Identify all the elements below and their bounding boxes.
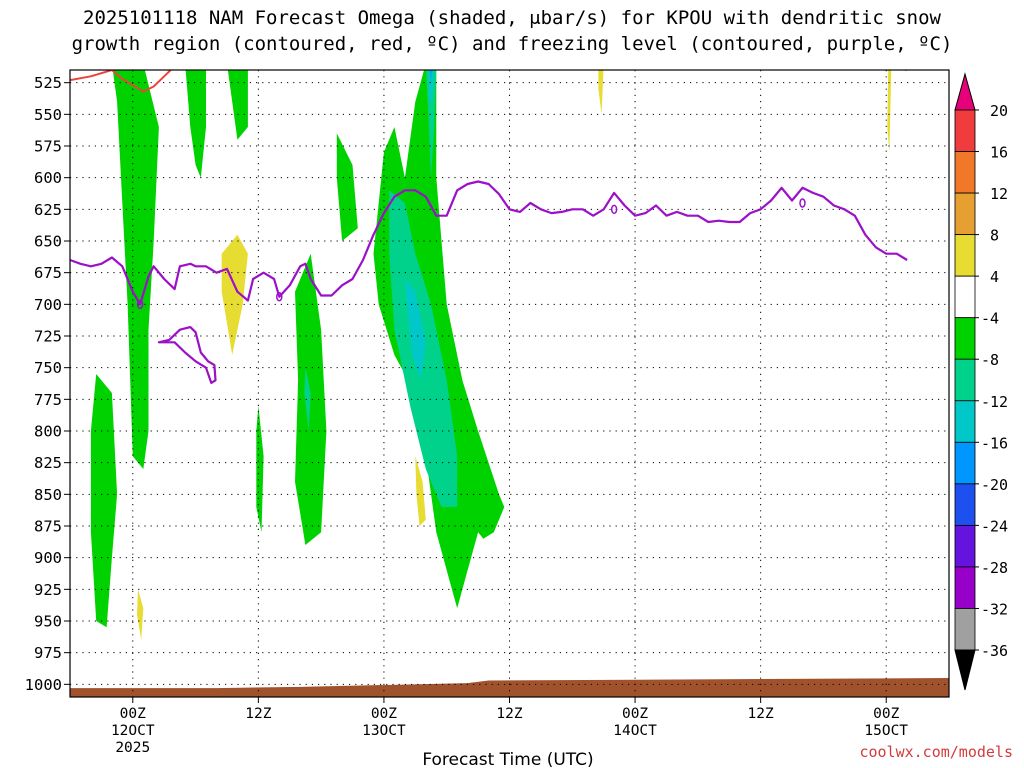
x-axis-label: Forecast Time (UTC)	[422, 750, 593, 768]
omega-region-strong	[426, 70, 437, 178]
x-tick-label: 00Z	[873, 706, 899, 722]
x-tick-label: 00Z	[371, 706, 397, 722]
x-tick-sublabel: 13OCT	[362, 723, 406, 739]
omega-region	[373, 70, 505, 609]
terrain	[70, 678, 949, 697]
y-tick-label: 925	[34, 581, 62, 599]
y-tick-label: 975	[34, 644, 62, 662]
contour-zero-label	[610, 204, 618, 215]
colorbar-bin	[954, 400, 976, 443]
freezing-level-line	[70, 180, 908, 306]
x-tick-sublabel: 14OCT	[613, 723, 657, 739]
colorbar-bin	[954, 524, 976, 568]
dendritic-growth-line	[70, 70, 173, 93]
y-tick-label: 850	[34, 486, 62, 504]
y-tick-label: 775	[34, 391, 62, 409]
y-tick-label: 1000	[25, 676, 62, 694]
omega-region	[90, 374, 118, 628]
colorbar-bin	[954, 192, 976, 236]
omega-region	[336, 133, 358, 241]
y-tick-label: 725	[34, 328, 62, 346]
omega-region	[112, 70, 159, 469]
freezing-level-line	[157, 326, 217, 384]
colorbar-label: -16	[981, 434, 1008, 452]
colorbar-bin	[954, 483, 976, 526]
colorbar-bin	[954, 275, 976, 319]
omega-region-positive	[137, 589, 144, 640]
contour-zero-label	[136, 299, 144, 310]
plot-contents	[70, 70, 949, 697]
colorbar-label: -24	[981, 517, 1008, 535]
omega-region-positive	[598, 70, 604, 115]
omega-region	[227, 70, 248, 140]
colorbar-bin	[954, 234, 976, 277]
omega-region-positive	[221, 234, 248, 355]
x-tick-sublabel: 12OCT	[111, 723, 155, 739]
colorbar-bin	[954, 317, 976, 360]
colorbar-label: 8	[990, 227, 999, 245]
omega-region-strong	[304, 367, 311, 431]
y-tick-label: 800	[34, 423, 62, 441]
y-tick-label: 750	[34, 359, 62, 377]
y-tick-label: 575	[34, 138, 62, 156]
grid	[70, 70, 949, 697]
y-tick-label: 875	[34, 518, 62, 536]
x-tick-sublabel: 15OCT	[864, 723, 908, 739]
x-tick-label: 00Z	[120, 706, 146, 722]
colorbar-label: -28	[981, 559, 1008, 577]
y-tick-label: 650	[34, 233, 62, 251]
omega-region	[185, 70, 206, 178]
plot-area: 525 550 575 600 625 650 675 700 725 750 775 800 825 8…	[25, 69, 950, 756]
colorbar: 20 16 12 8 4 -4 -8 -12 -16 -20 -24 -28 -32 -36	[954, 72, 1008, 691]
chart-title-line-1: 2025101118 NAM Forecast Omega (shaded, μ…	[83, 7, 941, 29]
colorbar-label: -4	[981, 310, 999, 328]
x-tick-label: 12Z	[496, 706, 522, 722]
site-credit: coolwx.com/models	[859, 743, 1013, 761]
chart-title: 2025101118 NAM Forecast Omega (shaded, μ…	[72, 7, 953, 55]
colorbar-label: -20	[981, 476, 1008, 494]
y-tick-label: 675	[34, 264, 62, 282]
chart-title-line-2: growth region (contoured, red, ºC) and f…	[72, 33, 953, 55]
dendritic-growth-line	[902, 70, 908, 71]
omega-region-strong	[404, 279, 426, 381]
colorbar-label: -8	[981, 351, 999, 369]
y-tick-label: 600	[34, 169, 62, 187]
y-tick-label: 625	[34, 201, 62, 219]
colorbar-bin	[954, 358, 976, 402]
omega-region	[295, 253, 327, 545]
colorbar-label: -36	[981, 642, 1008, 660]
y-tick-label: 700	[34, 296, 62, 314]
colorbar-bin	[954, 441, 976, 485]
colorbar-bottom-arrow	[954, 649, 976, 691]
x-tick-label: 00Z	[622, 706, 648, 722]
omega-region-positive	[887, 70, 892, 153]
omega-region	[256, 405, 264, 533]
colorbar-bin	[954, 566, 976, 609]
colorbar-label: -32	[981, 600, 1008, 618]
colorbar-label: 16	[990, 144, 1008, 162]
omega-region-positive	[415, 456, 426, 526]
colorbar-label: 20	[990, 102, 1008, 120]
omega-region-strong	[430, 70, 432, 83]
colorbar-bin	[954, 109, 976, 152]
y-tick-label: 825	[34, 454, 62, 472]
colorbar-top-arrow	[954, 72, 976, 111]
colorbar-label: 12	[990, 185, 1008, 203]
y-tick-label: 525	[34, 74, 62, 92]
colorbar-label: -12	[981, 393, 1008, 411]
x-tick-year-label: 2025	[115, 740, 150, 756]
y-tick-label: 950	[34, 613, 62, 631]
x-tick-label: 12Z	[748, 706, 774, 722]
colorbar-label: 4	[990, 268, 999, 286]
y-tick-label: 550	[34, 106, 62, 124]
x-tick-label: 12Z	[245, 706, 271, 722]
contour-zero-label	[276, 291, 283, 302]
contour-zero-label	[799, 198, 806, 208]
y-tick-label: 900	[34, 549, 62, 567]
colorbar-bin	[954, 151, 976, 194]
colorbar-bin	[954, 608, 976, 651]
omega-region-strong	[428, 70, 434, 102]
